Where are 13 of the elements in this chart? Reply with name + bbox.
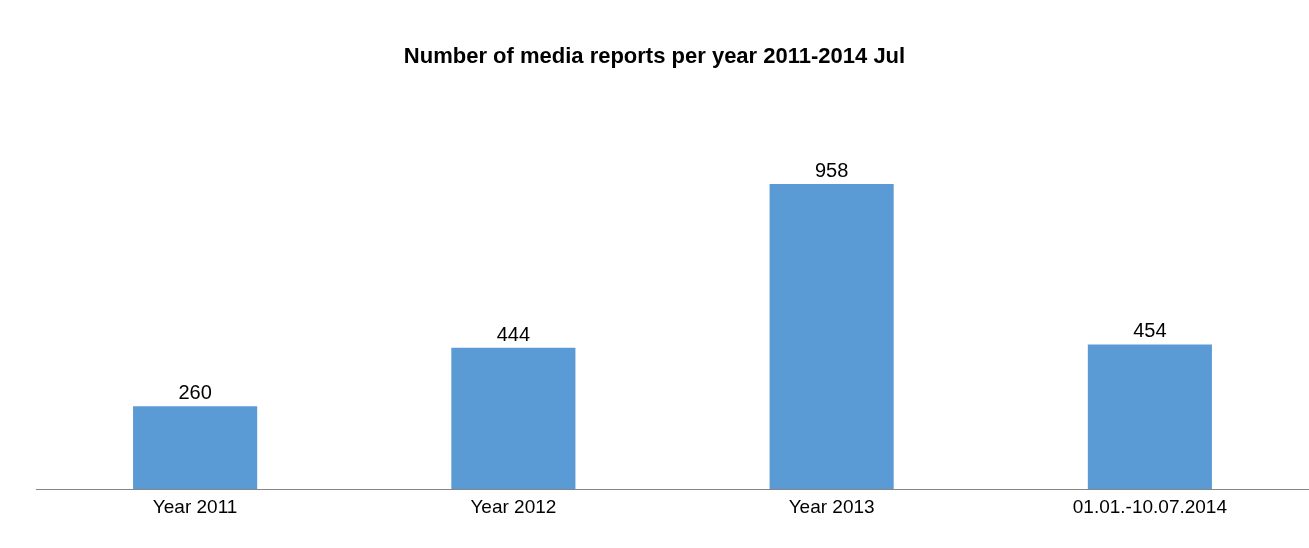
- x-tick-label: Year 2013: [788, 495, 875, 517]
- data-label: 444: [496, 322, 531, 345]
- data-label: 958: [814, 159, 849, 182]
- bar: [769, 184, 894, 489]
- data-label: 454: [1133, 319, 1167, 342]
- x-tick-label: Year 2012: [470, 495, 557, 517]
- bar: [451, 347, 576, 489]
- x-tick-label: Year 2011: [152, 495, 238, 517]
- x-tick-label: 01.01.-10.07.2014: [1072, 495, 1228, 517]
- bar: [1087, 344, 1212, 489]
- bar: [133, 406, 258, 489]
- chart-title: Number of media reports per year 2011-2014 Jul: [403, 42, 906, 68]
- data-label: 260: [178, 381, 212, 404]
